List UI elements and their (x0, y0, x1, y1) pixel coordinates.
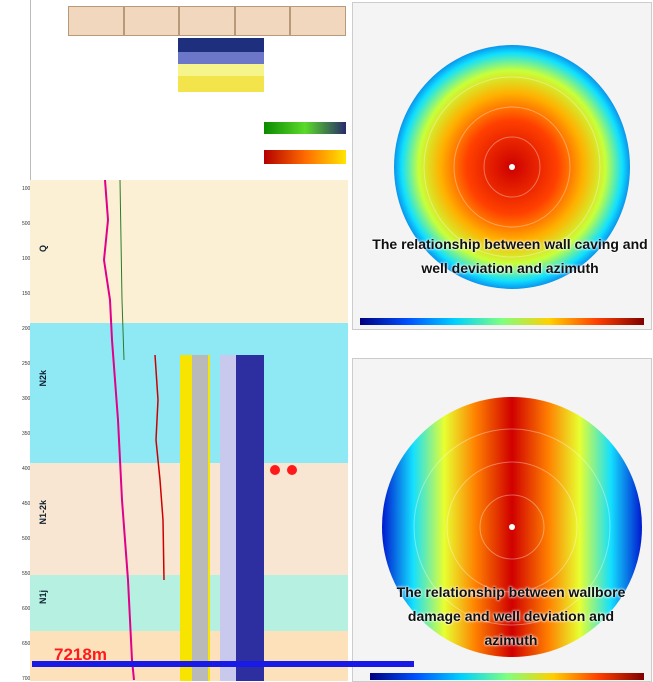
gamma-curve (102, 180, 135, 681)
depth-tick: 1000 (22, 256, 34, 262)
depth-scale-label: 7218m (54, 645, 107, 664)
marker (270, 465, 280, 475)
log-header-row (68, 6, 346, 36)
log-header-cell (290, 6, 346, 36)
legend-gradient (264, 150, 346, 164)
lavender-fill-track (220, 355, 236, 681)
polar-ring (479, 494, 545, 560)
log-header-cell (234, 6, 291, 36)
stratum-label: Q (38, 245, 48, 253)
log-header-cell (179, 6, 235, 36)
polar-center (509, 524, 515, 530)
depth-tick: 100 (22, 186, 31, 192)
caption-wellbore-damage: The relationship between wallbore damage… (396, 584, 626, 648)
stratum-label: N1j (38, 590, 48, 605)
blue-fill-track (232, 355, 264, 681)
depth-tick: 3000 (22, 396, 34, 402)
depth-scale-bar (32, 661, 414, 667)
polar-plot-top (394, 45, 630, 289)
polar-center (509, 164, 515, 170)
log-curves (102, 180, 297, 681)
legend-swatch (178, 52, 264, 64)
depth-tick: 5000 (22, 536, 34, 542)
sonic-curve (154, 354, 165, 581)
depth-tick: 6500 (22, 641, 34, 647)
colorbar-bottom (370, 673, 644, 680)
polar-ring (413, 428, 611, 626)
colorbar-top (360, 318, 644, 325)
depth-tick: 4000 (22, 466, 34, 472)
resistivity-curve (119, 180, 125, 361)
stratum-band-q (30, 180, 348, 323)
marker (287, 465, 297, 475)
depth-tick: 7000 (22, 676, 34, 682)
polar-ring (423, 76, 601, 258)
polar-plot-bottom (382, 397, 642, 657)
depth-tick: 500 (22, 221, 31, 227)
depth-tick: 2000 (22, 326, 34, 332)
depth-tick: 6000 (22, 606, 34, 612)
grey-fill-track (192, 355, 208, 681)
polar-ring (453, 106, 571, 228)
legend-gradient (264, 122, 346, 134)
depth-tick: 1500 (22, 291, 34, 297)
log-header-cell (123, 6, 180, 36)
depth-tick: 3500 (22, 431, 34, 437)
polar-ring (446, 461, 578, 593)
polar-ring (483, 136, 541, 198)
legend-swatch (178, 64, 264, 76)
stratum-label: N1-2k (38, 500, 48, 525)
depth-tick: 4500 (22, 501, 34, 507)
depth-tick: 2500 (22, 361, 34, 367)
stratum-label: N2k (38, 370, 48, 387)
legend-swatch (178, 76, 264, 92)
caption-wall-caving: The relationship between wall caving and… (372, 236, 648, 276)
depth-tick: 5500 (22, 571, 34, 577)
log-header-cell (68, 6, 124, 36)
